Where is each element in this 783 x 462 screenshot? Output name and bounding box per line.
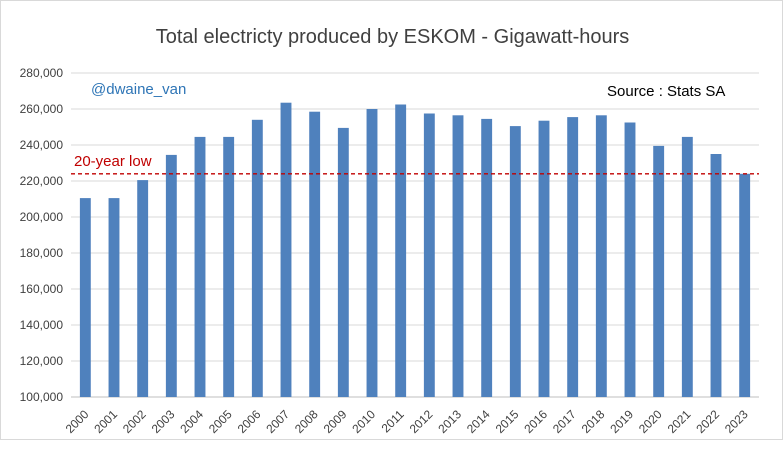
bar <box>366 109 378 397</box>
x-tick-label: 2013 <box>435 407 464 436</box>
y-tick-label: 100,000 <box>20 390 64 404</box>
bar <box>280 102 292 397</box>
y-tick-label: 180,000 <box>20 246 64 260</box>
bar <box>567 117 579 397</box>
y-tick-label: 260,000 <box>20 102 64 116</box>
y-tick-label: 280,000 <box>20 66 64 80</box>
bar <box>251 119 263 398</box>
x-tick-label: 2010 <box>349 407 378 436</box>
x-tick-label: 2008 <box>292 407 321 436</box>
bar <box>509 126 521 397</box>
x-tick-label: 2014 <box>464 407 493 436</box>
x-tick-label: 2023 <box>722 407 751 436</box>
chart-frame: Total electricty produced by ESKOM - Gig… <box>0 0 783 440</box>
y-tick-label: 220,000 <box>20 174 64 188</box>
y-tick-label: 240,000 <box>20 138 64 152</box>
x-tick-label: 2005 <box>206 407 235 436</box>
bar <box>337 127 349 398</box>
bar <box>710 154 722 397</box>
y-tick-label: 120,000 <box>20 354 64 368</box>
bar <box>194 136 206 397</box>
chart-title: Total electricty produced by ESKOM - Gig… <box>155 26 630 48</box>
x-tick-label: 2021 <box>665 407 694 436</box>
bar-chart: 100,000 120,000 140,000 160,000 180,000 200,0… <box>20 66 759 436</box>
bar <box>79 198 91 397</box>
bar <box>595 115 607 398</box>
bar <box>681 136 693 397</box>
y-tick-label: 160,000 <box>20 282 64 296</box>
bar <box>739 173 751 397</box>
x-tick-label: 2009 <box>321 407 350 436</box>
bar <box>223 136 235 397</box>
bar <box>108 198 120 397</box>
x-tick-label: 2015 <box>493 407 522 436</box>
bar <box>165 154 177 397</box>
x-tick-label: 2017 <box>550 407 579 436</box>
bar <box>137 180 149 397</box>
x-tick-label: 2007 <box>263 407 292 436</box>
y-tick-label: 140,000 <box>20 318 64 332</box>
bar <box>538 120 550 397</box>
bar <box>481 118 493 398</box>
bar <box>395 104 407 397</box>
x-tick-label: 2004 <box>177 407 206 436</box>
x-tick-label: 2016 <box>521 407 550 436</box>
x-tick-label: 2018 <box>579 407 608 436</box>
bar <box>309 111 321 397</box>
bar <box>624 122 636 397</box>
bar <box>452 115 464 398</box>
x-tick-label: 2002 <box>120 407 149 436</box>
reference-line-label: 20-year low <box>74 153 152 170</box>
x-tick-label: 2020 <box>636 407 665 436</box>
author-handle: @dwaine_van <box>91 81 187 98</box>
x-tick-label: 2003 <box>149 407 178 436</box>
y-tick-label: 200,000 <box>20 210 64 224</box>
x-tick-label: 2019 <box>607 407 636 436</box>
bar <box>653 145 665 397</box>
x-tick-label: 2006 <box>235 407 264 436</box>
x-tick-label: 2022 <box>693 407 722 436</box>
x-tick-label: 2012 <box>407 407 436 436</box>
x-tick-label: 2000 <box>63 407 92 436</box>
bar <box>423 113 435 397</box>
x-tick-label: 2001 <box>91 407 120 436</box>
source-label: Source : Stats SA <box>607 83 726 100</box>
x-tick-label: 2011 <box>379 407 407 435</box>
